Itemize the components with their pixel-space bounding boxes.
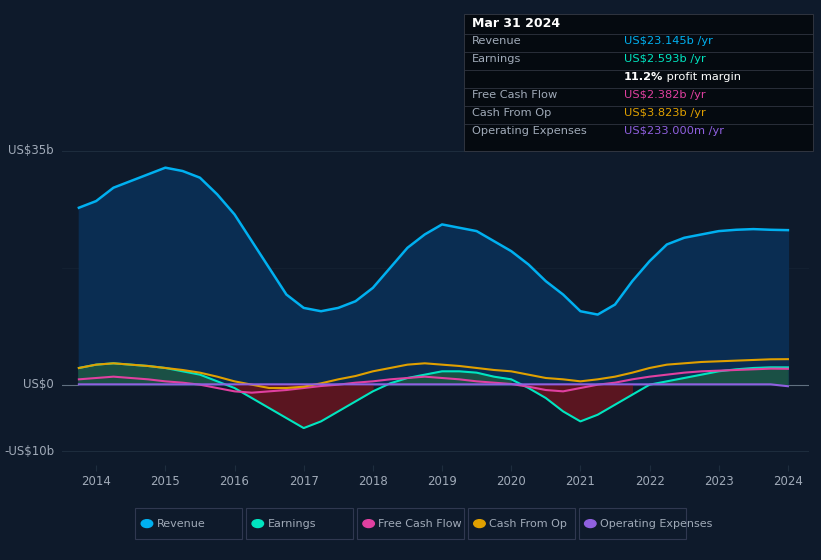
Text: US$2.593b /yr: US$2.593b /yr [624, 54, 706, 64]
Text: US$233.000m /yr: US$233.000m /yr [624, 126, 724, 136]
Text: Earnings: Earnings [472, 54, 521, 64]
Text: Mar 31 2024: Mar 31 2024 [472, 17, 560, 30]
Text: Operating Expenses: Operating Expenses [472, 126, 587, 136]
Text: US$23.145b /yr: US$23.145b /yr [624, 36, 713, 46]
Text: US$2.382b /yr: US$2.382b /yr [624, 90, 705, 100]
Text: profit margin: profit margin [663, 72, 741, 82]
Text: -US$10b: -US$10b [4, 445, 54, 458]
Text: Cash From Op: Cash From Op [489, 519, 567, 529]
Text: US$35b: US$35b [8, 144, 54, 157]
Text: Free Cash Flow: Free Cash Flow [378, 519, 462, 529]
Text: Revenue: Revenue [157, 519, 205, 529]
Text: 11.2%: 11.2% [624, 72, 663, 82]
Text: Revenue: Revenue [472, 36, 521, 46]
Text: Free Cash Flow: Free Cash Flow [472, 90, 557, 100]
Text: Cash From Op: Cash From Op [472, 108, 552, 118]
Text: Operating Expenses: Operating Expenses [600, 519, 713, 529]
Text: US$0: US$0 [23, 378, 54, 391]
Text: US$3.823b /yr: US$3.823b /yr [624, 108, 706, 118]
Text: Earnings: Earnings [268, 519, 316, 529]
